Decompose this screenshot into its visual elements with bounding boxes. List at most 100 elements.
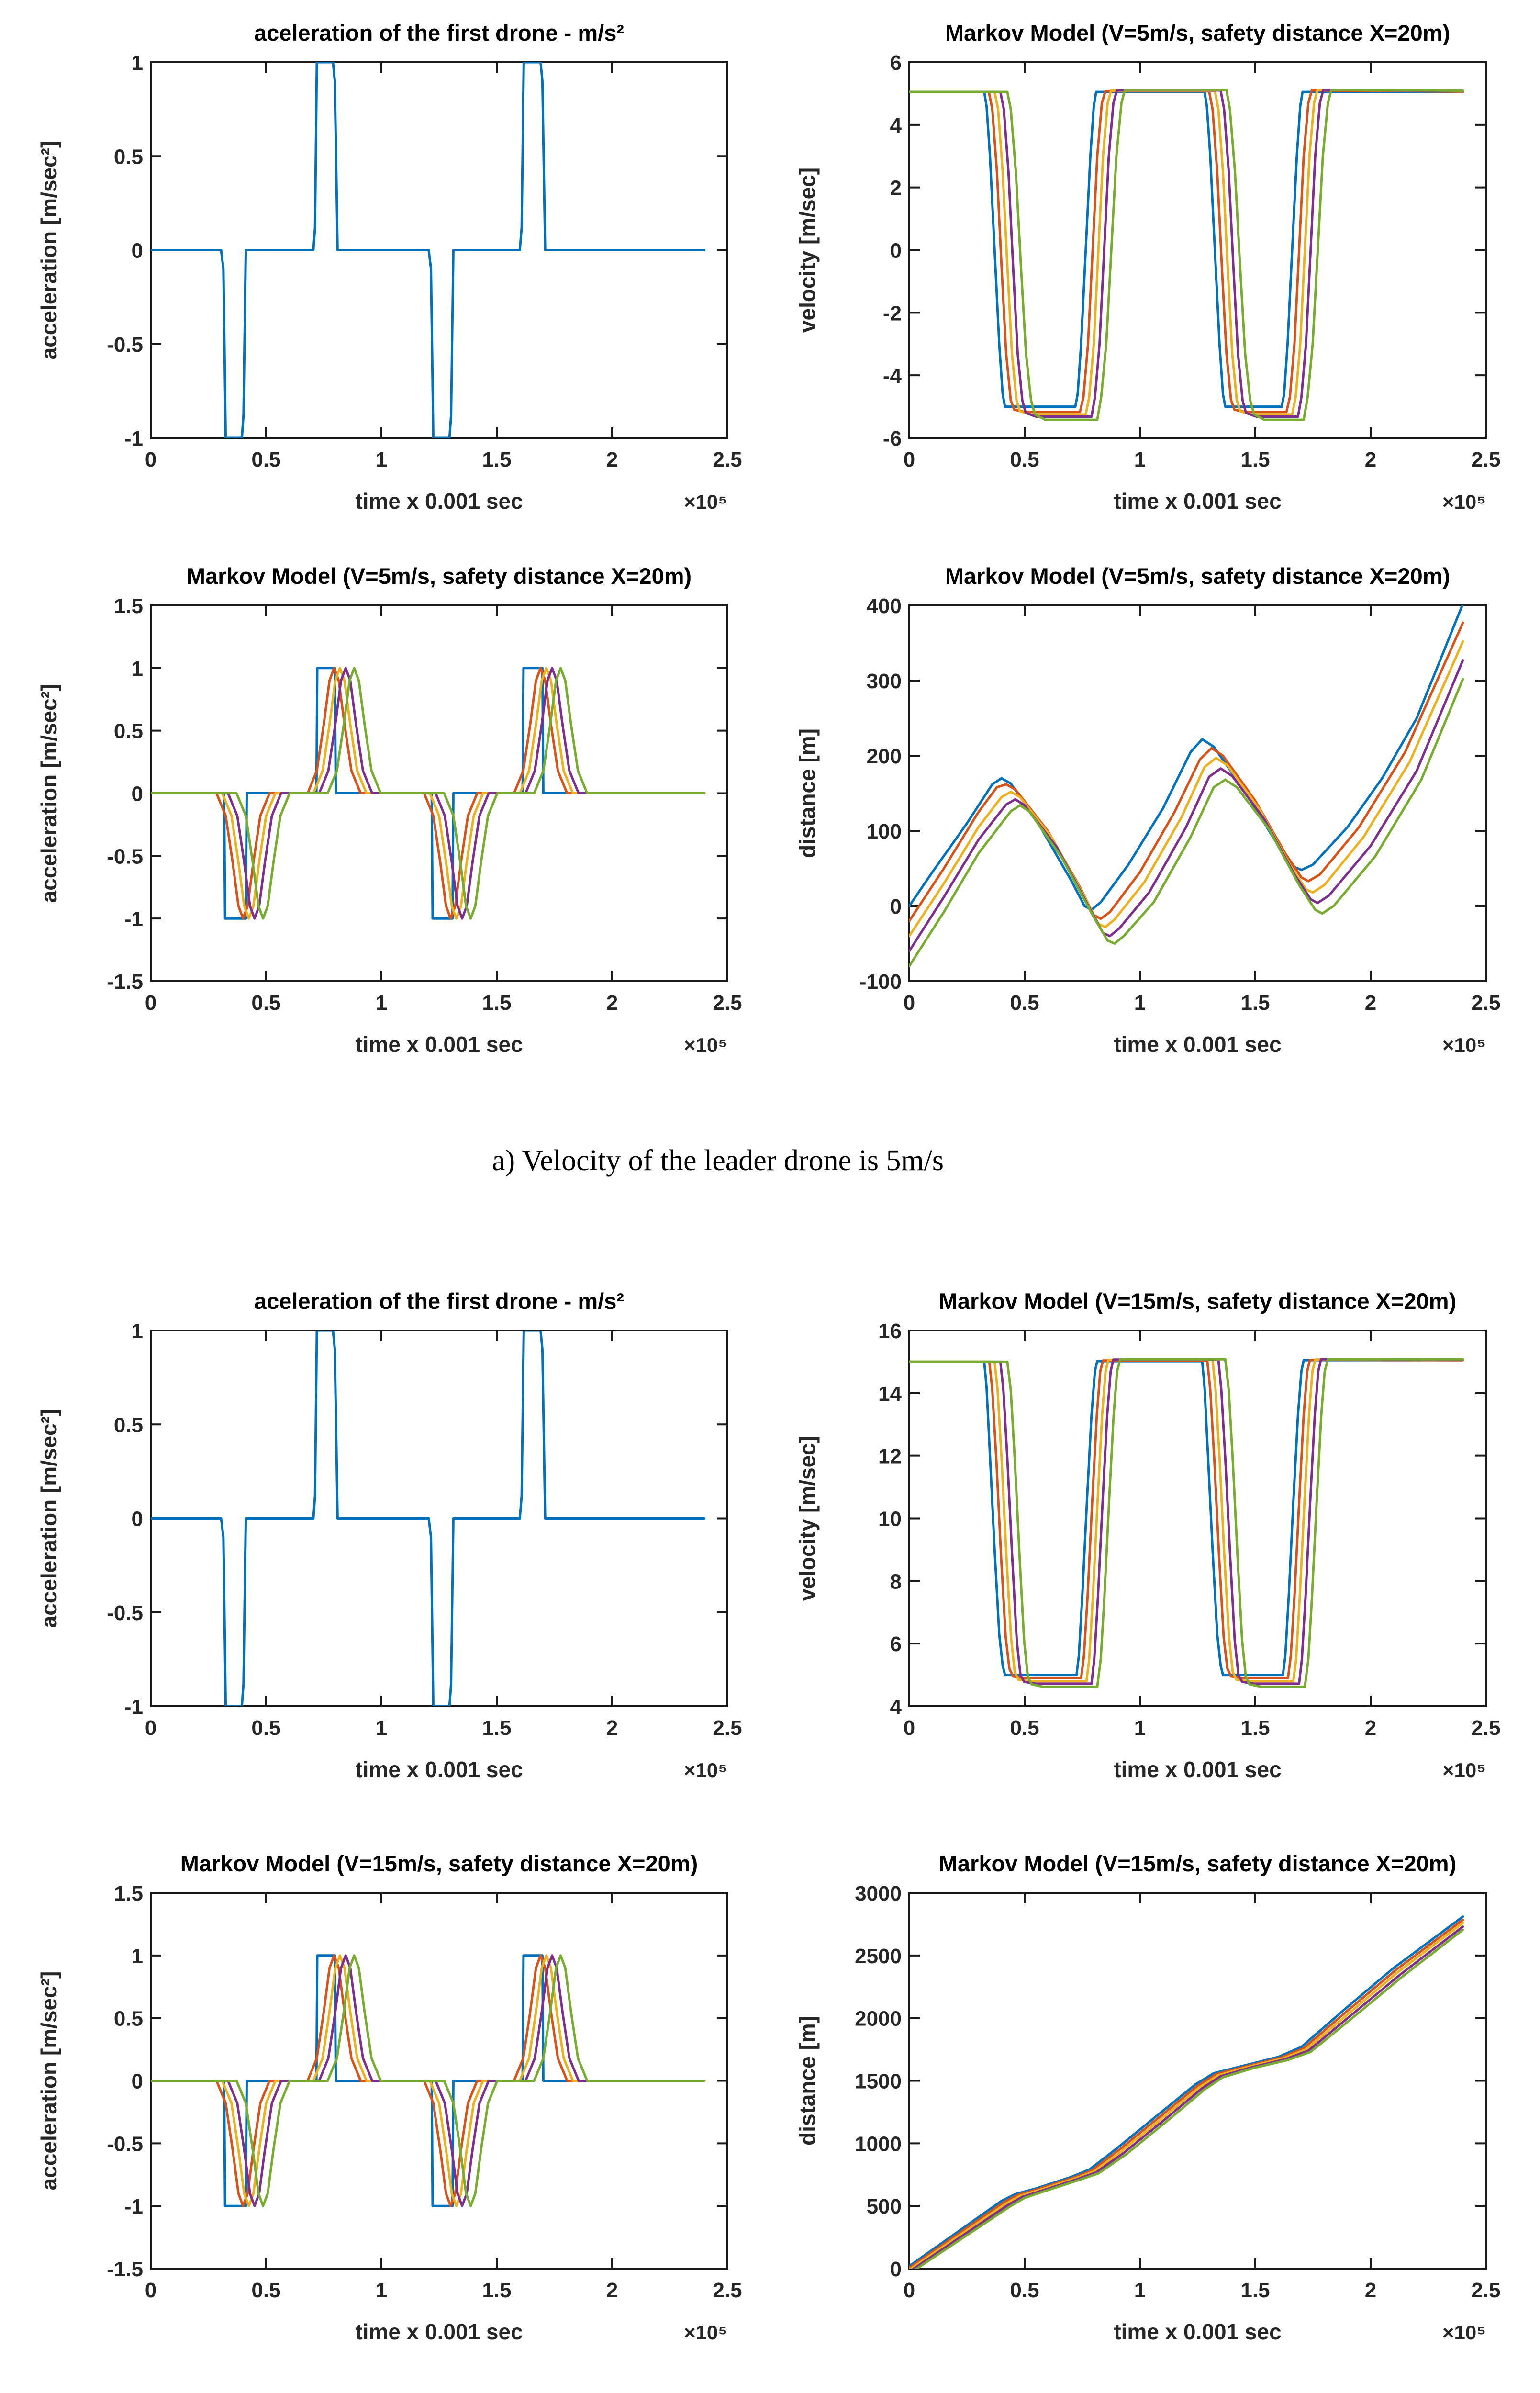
- axis-text: 2.5: [713, 2279, 742, 2302]
- axis-text: 0: [904, 1716, 915, 1740]
- axis-text: velocity [m/sec]: [795, 1436, 820, 1601]
- chart-title: Markov Model (V=15m/s, safety distance X…: [939, 1851, 1456, 1876]
- axis-text: ×10⁵: [1442, 1034, 1486, 1056]
- axis-text: 0.5: [114, 2007, 143, 2031]
- axis-text: time x 0.001 sec: [1114, 2319, 1281, 2344]
- axis-text: 0: [904, 2279, 915, 2302]
- chart-title: Markov Model (V=15m/s, safety distance X…: [939, 1288, 1456, 1314]
- axis-text: 0: [890, 2258, 902, 2281]
- axis-text: -1: [124, 1695, 143, 1719]
- data-line-series2: [909, 621, 1464, 922]
- axis-text: 1: [1134, 1716, 1146, 1740]
- chart-b4-distance: 0 0.5 1 1.5 2 2.5 0 500 1000 1500 2000 2500 3000 Mark…: [787, 1838, 1515, 2379]
- axis-text: ×10⁵: [1442, 1759, 1486, 1781]
- chart-title: Markov Model (V=5m/s, safety distance X=…: [945, 20, 1450, 45]
- axis-text: distance [m]: [795, 728, 820, 858]
- axis-text: 1: [1134, 2279, 1146, 2302]
- axis-text: time x 0.001 sec: [1114, 489, 1281, 514]
- axis-text: 0: [132, 239, 143, 263]
- chart-canvas: 0 0.5 1 1.5 2 2.5 -1 -0.5 0 0.5 1 aceleration of th…: [36, 20, 742, 514]
- axis-text: acceleration [m/sec²]: [36, 141, 61, 360]
- axis-text: 1: [132, 657, 143, 681]
- axis-text: time x 0.001 sec: [355, 2319, 523, 2344]
- data-line-series3: [909, 1922, 1464, 2269]
- axes-box: [908, 604, 1487, 982]
- axis-text: 300: [867, 670, 902, 693]
- chart-title: aceleration of the first drone - m/s²: [254, 1288, 624, 1314]
- axis-text: acceleration [m/sec²]: [36, 684, 61, 903]
- axis-text: -1: [124, 427, 143, 450]
- axis-text: time x 0.001 sec: [1114, 1757, 1281, 1782]
- axis-text: 1.5: [114, 1882, 143, 1905]
- axis-text: 2.5: [1471, 991, 1500, 1015]
- axis-text: 8: [890, 1570, 902, 1593]
- axis-text: 1500: [855, 2070, 902, 2093]
- axis-text: 0: [132, 1508, 143, 1531]
- axis-text: ×10⁵: [684, 1759, 727, 1781]
- axis-text: acceleration [m/sec²]: [36, 1409, 61, 1628]
- axis-text: 1.5: [482, 991, 511, 1015]
- axis-text: 1.5: [1240, 1716, 1270, 1740]
- data-line-series2: [909, 1918, 1464, 2269]
- axis-text: 1.5: [1240, 448, 1270, 471]
- axis-text: 0.5: [251, 2279, 280, 2302]
- axis-text: ×10⁵: [1442, 491, 1486, 513]
- axis-text: 16: [878, 1320, 902, 1343]
- axis-text: 1.5: [1240, 2279, 1270, 2302]
- axis-text: 0: [132, 2070, 143, 2093]
- axis-text: 0.5: [1010, 2279, 1039, 2302]
- chart-b3-markov-acceleration: 0 0.5 1 1.5 2 2.5 -1.5 -1 -0.5 0 0.5 1 1.5 Markov Mod…: [29, 1838, 756, 2379]
- axis-text: 2: [606, 2279, 618, 2302]
- axis-text: 2.5: [1471, 1716, 1500, 1740]
- axis-text: 1: [1134, 991, 1146, 1015]
- axis-text: -0.5: [107, 1601, 143, 1625]
- axis-text: 2: [606, 448, 618, 471]
- axis-text: -0.5: [107, 2132, 143, 2156]
- chart-canvas: 0 0.5 1 1.5 2 2.5 0 500 1000 1500 2000 2500 3000 Mark…: [795, 1851, 1501, 2344]
- axis-text: 0.5: [251, 991, 280, 1015]
- data-line-series1: [909, 90, 1464, 408]
- data-line-series4: [909, 659, 1464, 952]
- axis-text: 2500: [855, 1945, 902, 1968]
- axis-text: 1.5: [482, 1716, 511, 1740]
- caption-a: a) Velocity of the leader drone is 5m/s: [491, 1144, 944, 1177]
- data-line-series1: [151, 1331, 706, 1706]
- axis-text: 0.5: [114, 720, 143, 743]
- axis-text: 14: [878, 1382, 902, 1406]
- data-line-series5: [151, 1954, 706, 2207]
- chart-canvas: 0 0.5 1 1.5 2 2.5 -1.5 -1 -0.5 0 0.5 1 1.5 Markov Mod…: [36, 1851, 742, 2344]
- axis-text: time x 0.001 sec: [355, 1757, 523, 1782]
- axis-text: 0: [132, 783, 143, 806]
- chart-canvas: 0 0.5 1 1.5 2 2.5 4 6 8 10 12 14 16 Markov Model (V=1…: [795, 1288, 1501, 1782]
- axis-text: 200: [867, 745, 902, 768]
- chart-title: aceleration of the first drone - m/s²: [254, 20, 624, 45]
- chart-canvas: 0 0.5 1 1.5 2 2.5 -6 -4 -2 0 2 4 6 Markov Model (V=5m…: [795, 20, 1501, 514]
- axis-text: 1: [376, 1716, 387, 1740]
- axis-text: 2.5: [713, 991, 742, 1015]
- axis-text: 1.5: [1240, 991, 1270, 1015]
- axis-text: 0: [890, 239, 902, 263]
- axis-text: 2: [1365, 448, 1376, 471]
- axis-text: -6: [883, 427, 902, 450]
- axis-text: 2: [1365, 1716, 1376, 1740]
- axis-text: -1: [124, 907, 143, 931]
- chart-canvas: 0 0.5 1 1.5 2 2.5 -1 -0.5 0 0.5 1 aceleration of th…: [36, 1288, 742, 1782]
- axis-text: -1.5: [107, 970, 143, 994]
- axis-text: 0.5: [1010, 1716, 1039, 1740]
- chart-canvas: 0 0.5 1 1.5 2 2.5 -1.5 -1 -0.5 0 0.5 1 1.5 Markov Mod…: [36, 563, 742, 1057]
- axis-text: 1: [1134, 448, 1146, 471]
- axis-text: 0: [904, 991, 915, 1015]
- axis-text: 0.5: [251, 1716, 280, 1740]
- axis-text: ×10⁵: [684, 2321, 727, 2344]
- axis-text: 1: [132, 1320, 143, 1343]
- axis-text: 4: [890, 114, 902, 137]
- axis-text: ×10⁵: [684, 1034, 727, 1056]
- axis-text: 500: [867, 2195, 902, 2218]
- axis-text: -2: [883, 302, 902, 325]
- axis-text: 400: [867, 594, 902, 618]
- axis-text: 1: [132, 51, 143, 75]
- axis-text: 2.5: [1471, 448, 1500, 471]
- data-line-series5: [909, 89, 1464, 421]
- axis-text: -4: [883, 364, 902, 388]
- chart-b1-leader-acceleration: 0 0.5 1 1.5 2 2.5 -1 -0.5 0 0.5 1 aceleration of th…: [29, 1275, 756, 1816]
